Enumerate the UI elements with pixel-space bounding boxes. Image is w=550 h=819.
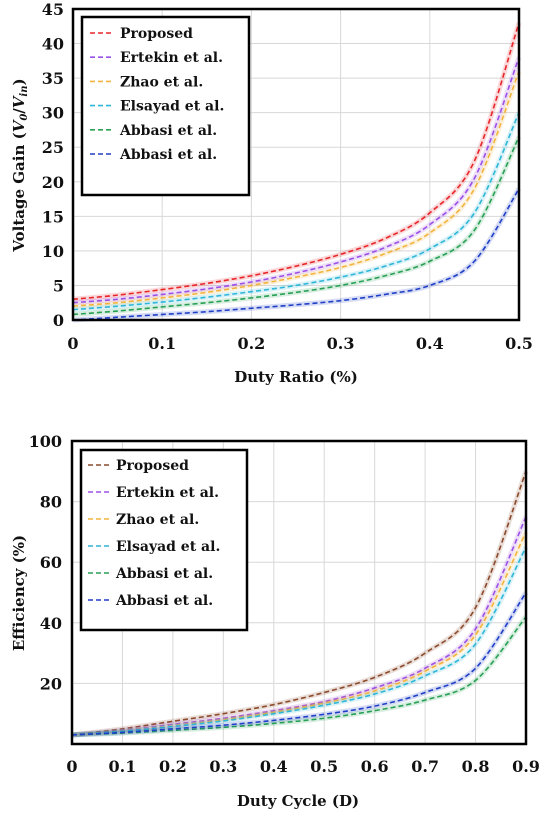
chart1-legend-label-0: Proposed — [120, 26, 193, 42]
chart2-y-axis-label: Efficiency (%) — [10, 535, 28, 651]
chart1-x-tick: 0.2 — [237, 334, 265, 353]
chart2-legend-entries: Proposed Ertekin et al. Zhao et al. Elsayad… — [88, 458, 220, 609]
chart1-y-tick-labels: 0 5 10 15 20 25 30 35 40 45 — [42, 0, 64, 330]
chart1-y-tick: 35 — [42, 69, 64, 88]
chart1-x-tick: 0.5 — [505, 334, 533, 353]
chart1-legend-label-2: Zhao et al. — [120, 74, 203, 90]
chart2-x-tick: 0.4 — [260, 757, 288, 776]
chart2-series-line-5 — [71, 592, 527, 736]
chart1-y-tick: 15 — [42, 207, 64, 226]
chart1-y-tick: 10 — [42, 242, 64, 261]
chart1-plot-frame — [71, 7, 521, 322]
chart2-series-lines — [71, 470, 529, 738]
chart1-y-tick: 25 — [42, 138, 64, 157]
chart1-legend-label-5: Abbasi et al. — [119, 147, 217, 163]
chart2-legend-label-2: Zhao et al. — [116, 512, 199, 528]
efficiency-chart: 0 0.1 0.2 0.3 0.4 0.5 0.6 0.7 0.8 0.9 20 40 60 80 100… — [10, 432, 540, 810]
chart2-legend-label-1: Ertekin et al. — [116, 485, 219, 501]
chart2-series-line-4 — [71, 616, 527, 736]
voltage-gain-chart: 0 0.1 0.2 0.3 0.4 0.5 0 5 10 15 20 25 30 35 40 45 Duty… — [10, 0, 533, 386]
chart2-x-tick: 0.3 — [209, 757, 237, 776]
chart1-x-axis-label: Duty Ratio (%) — [234, 368, 358, 386]
chart2-x-tick: 0.6 — [361, 757, 389, 776]
chart1-y-tick: 45 — [42, 0, 64, 19]
chart1-y-tick: 0 — [53, 311, 64, 330]
chart2-x-tick: 0.8 — [462, 757, 490, 776]
chart2-y-tick: 40 — [40, 614, 62, 633]
chart2-y-tick: 60 — [40, 553, 62, 572]
chart1-x-tick: 0.1 — [148, 334, 176, 353]
chart1-y-axis-label: Voltage Gain (V0/Vin) — [10, 78, 30, 252]
chart2-legend-label-5: Abbasi et al. — [115, 593, 213, 609]
chart1-y-tick: 20 — [42, 173, 64, 192]
chart2-legend-label-3: Elsayad et al. — [116, 539, 220, 555]
chart2-series-glow-3 — [71, 545, 529, 738]
chart2-legend-label-0: Proposed — [116, 458, 189, 474]
chart2-x-tick: 0.7 — [411, 757, 439, 776]
chart2-plot-frame — [70, 439, 528, 746]
chart1-y-tick: 30 — [42, 104, 64, 123]
chart1-legend-entries: Proposed Ertekin et al. Zhao et al. Elsayad… — [90, 26, 224, 163]
chart2-y-tick-labels: 20 40 60 80 100 — [29, 432, 62, 693]
chart1-legend-label-3: Elsayad et al. — [120, 99, 224, 115]
chart1-x-tick: 0 — [67, 334, 78, 353]
chart2-y-tick: 20 — [40, 674, 62, 693]
chart1-series-line-3 — [72, 112, 520, 311]
chart1-series-lines — [72, 22, 522, 323]
chart2-x-tick: 0.9 — [512, 757, 540, 776]
chart1-legend-label-1: Ertekin et al. — [120, 50, 223, 66]
chart1-series-line-2 — [72, 70, 520, 307]
chart1-series-line-1 — [72, 57, 520, 304]
chart1-y-tick: 5 — [53, 276, 64, 295]
chart2-y-tick: 100 — [29, 432, 62, 451]
chart2-x-tick: 0.2 — [159, 757, 187, 776]
chart2-x-tick: 0 — [66, 757, 77, 776]
chart2-y-tick: 80 — [40, 493, 62, 512]
chart1-x-tick: 0.3 — [327, 334, 355, 353]
chart1-legend-label-4: Abbasi et al. — [119, 123, 217, 139]
chart2-x-tick: 0.5 — [310, 757, 338, 776]
chart1-y-tick: 40 — [42, 35, 64, 54]
chart1-series-line-0 — [72, 22, 520, 301]
chart1-series-line-4 — [72, 136, 520, 316]
chart2-legend-label-4: Abbasi et al. — [115, 566, 213, 582]
chart1-series-glow-5 — [72, 187, 522, 323]
chart2-series-line-1 — [71, 516, 527, 736]
chart2-x-axis-label: Duty Cycle (D) — [237, 792, 359, 810]
chart1-x-tick-labels: 0 0.1 0.2 0.3 0.4 0.5 — [67, 334, 532, 353]
chart2-x-tick: 0.1 — [109, 757, 137, 776]
chart2-x-tick-labels: 0 0.1 0.2 0.3 0.4 0.5 0.6 0.7 0.8 0.9 — [66, 757, 539, 776]
chart1-x-tick: 0.4 — [416, 334, 444, 353]
chart2-series-line-0 — [71, 471, 527, 736]
